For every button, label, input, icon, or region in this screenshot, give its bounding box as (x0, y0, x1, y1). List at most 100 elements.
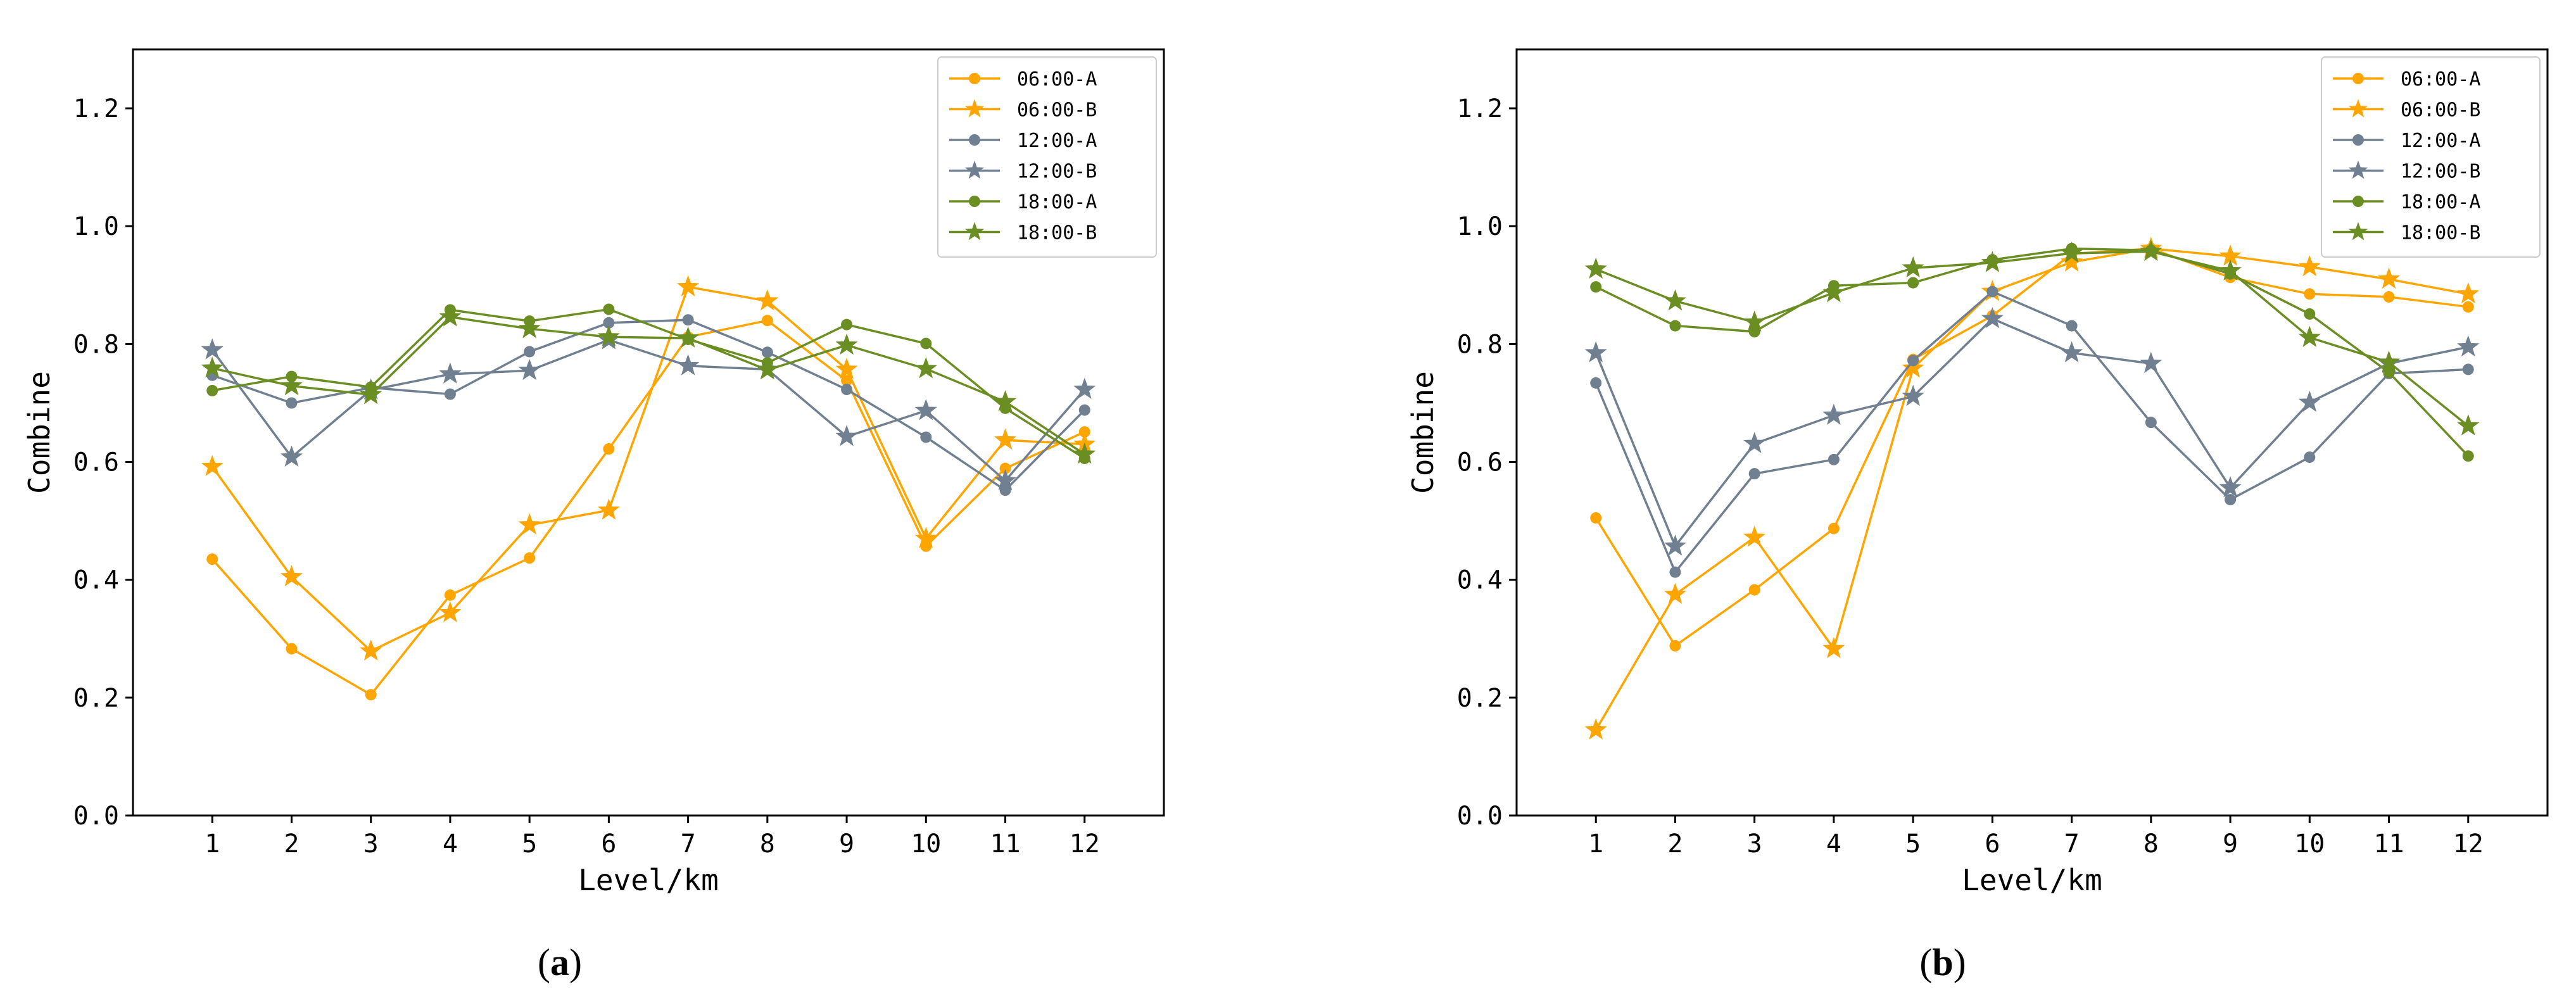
legend-marker (2352, 196, 2364, 207)
legend-entry: 06:00-B (2401, 99, 2480, 122)
data-point-star (756, 289, 779, 311)
series-line (211, 286, 1085, 653)
legend-entry: 18:00-B (1017, 222, 1097, 244)
data-point-star (2378, 350, 2401, 372)
data-point-star (1981, 306, 2004, 329)
legend-marker (969, 196, 980, 207)
data-point (603, 443, 615, 455)
data-point-star (1743, 526, 1766, 547)
legend-marker-star (964, 222, 985, 241)
data-point-star (1743, 310, 1766, 332)
data-point-star (835, 357, 858, 379)
data-point (1669, 566, 1681, 578)
data-point-star (914, 527, 937, 548)
data-point-star (1664, 534, 1686, 556)
data-point-star (1664, 289, 1686, 311)
series-line (212, 315, 1085, 455)
data-point (1669, 320, 1681, 332)
data-point-star (1584, 341, 1607, 363)
legend-entry: 18:00-B (2401, 222, 2480, 244)
data-point (286, 397, 298, 409)
data-point (444, 589, 456, 601)
data-point (1748, 468, 1760, 480)
data-point-star (1073, 377, 1096, 399)
x-tick-label: 5 (1905, 829, 1921, 859)
data-point-star (994, 428, 1017, 450)
x-tick-label: 6 (1985, 829, 2000, 859)
legend-entry: 18:00-A (1017, 191, 1097, 213)
data-point (841, 384, 853, 396)
legend-entry: 12:00-B (1017, 161, 1097, 183)
data-point (1078, 426, 1090, 438)
series-line (1594, 317, 2469, 549)
legend-frame (937, 56, 1157, 258)
y-tick-label: 0.2 (73, 684, 119, 713)
data-point-star (518, 358, 541, 381)
data-point (1907, 277, 1919, 289)
y-axis-label: Combine (1406, 371, 1440, 494)
data-point (2383, 291, 2395, 303)
x-axis-label: Level/km (578, 863, 719, 897)
data-point (1828, 522, 1840, 534)
panel-label-open: ( (538, 942, 550, 983)
axes-frame (1515, 48, 2549, 817)
x-tick-label: 2 (284, 829, 299, 859)
legend-entry: 12:00-B (2401, 161, 2480, 183)
series-line (1594, 247, 2469, 648)
series-06:00-A (206, 315, 1090, 701)
data-point-star (2140, 239, 2162, 261)
x-tick-label: 11 (990, 829, 1020, 859)
x-tick-label: 7 (681, 829, 696, 859)
data-point (444, 388, 456, 400)
series-line (1594, 290, 2468, 574)
data-point-star (756, 358, 779, 380)
data-point-star (2140, 351, 2162, 374)
data-point-star (439, 362, 462, 384)
y-tick-label: 1.2 (1457, 94, 1503, 123)
data-point-star (1073, 442, 1096, 464)
x-tick-label: 1 (1588, 829, 1603, 859)
data-point-star (2060, 341, 2083, 363)
data-point (1590, 512, 1602, 524)
data-point (2145, 417, 2157, 429)
data-point (2066, 320, 2078, 332)
data-point-star (1584, 257, 1607, 279)
x-tick-label: 6 (601, 829, 616, 859)
y-tick-label: 0.4 (73, 566, 119, 595)
data-point (841, 318, 853, 331)
axes-frame (132, 48, 1165, 817)
data-point-star (360, 639, 382, 661)
legend: 06:00-A 06:00-B 12:00-A 12:00-B 18:00-A 18:00… (2321, 56, 2541, 258)
data-point-star (2061, 250, 2083, 272)
data-point-star (201, 455, 224, 476)
series-line (1594, 247, 2469, 731)
x-tick-label: 10 (2294, 829, 2325, 859)
data-point-star (2298, 391, 2321, 412)
series-line (212, 308, 1085, 460)
data-point-star (1584, 718, 1607, 740)
data-point-star (1902, 384, 1924, 406)
series-line (1595, 247, 2470, 457)
data-point (524, 346, 536, 358)
legend-entry: 18:00-A (2401, 191, 2480, 213)
series-12:00-B (201, 328, 1096, 491)
data-point-star (439, 305, 462, 327)
data-point-star (280, 374, 303, 396)
data-point (682, 314, 694, 326)
data-point (999, 462, 1011, 474)
y-tick-label: 1.0 (73, 212, 119, 241)
data-point (286, 643, 298, 655)
data-point-star (1902, 256, 1924, 278)
x-tick-label: 8 (760, 829, 775, 859)
data-point (206, 384, 218, 396)
data-point-star (914, 357, 937, 379)
x-tick-label: 11 (2373, 829, 2404, 859)
y-axis-label: Combine (22, 371, 56, 494)
series-line (211, 339, 1086, 482)
series-line (211, 319, 1085, 696)
series-06:00-B (201, 275, 1096, 661)
data-point (2462, 363, 2474, 375)
data-point-star (835, 333, 858, 355)
y-tick-label: 0.8 (73, 330, 119, 359)
data-point (524, 552, 536, 564)
